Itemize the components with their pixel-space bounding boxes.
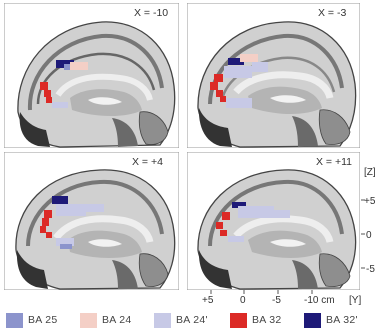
region-ba32prime xyxy=(232,202,246,208)
panel-x-plus-4: X = +4 xyxy=(4,152,179,290)
region-ba32 xyxy=(44,90,51,97)
z-tick: +5 xyxy=(364,196,376,207)
z-tick: -5 xyxy=(366,264,375,275)
legend-label: BA 24 xyxy=(102,314,132,326)
region-ba32prime xyxy=(228,58,244,65)
region-ba24 xyxy=(240,54,258,62)
region-ba25 xyxy=(60,244,72,249)
y-tick: +5 xyxy=(202,295,214,306)
region-ba32 xyxy=(216,222,223,229)
region-ba32 xyxy=(46,232,52,238)
region-ba32 xyxy=(216,90,223,97)
y-axis-label: [Y] xyxy=(349,295,361,306)
legend-item-ba32prime: BA 32' xyxy=(304,311,358,329)
region-ba32 xyxy=(222,212,230,220)
region-ba24 xyxy=(70,62,88,70)
legend-swatch xyxy=(6,312,23,328)
region-ba32 xyxy=(214,74,223,82)
region-ba24prime xyxy=(56,204,86,216)
legend-item-ba32: BA 32 xyxy=(230,311,282,329)
legend-label: BA 24' xyxy=(176,314,208,326)
region-ba25 xyxy=(64,64,74,70)
legend-label: BA 32' xyxy=(326,314,358,326)
region-ba32 xyxy=(210,82,218,90)
region-ba24prime xyxy=(274,210,290,218)
region-ba32 xyxy=(44,210,52,218)
z-axis-label: [Z] xyxy=(364,167,376,178)
y-tick: -10 cm xyxy=(304,295,335,306)
region-ba32 xyxy=(46,97,52,103)
panel-x-plus-11: X = +11 xyxy=(187,152,360,290)
region-ba24prime xyxy=(228,236,244,242)
region-ba24prime xyxy=(86,204,104,212)
z-tick: 0 xyxy=(366,230,372,241)
region-ba24prime xyxy=(252,62,268,72)
region-ba32 xyxy=(40,226,46,233)
legend-item-ba25: BA 25 xyxy=(6,311,58,329)
y-tick: -5 xyxy=(272,295,281,306)
legend-swatch xyxy=(304,312,321,328)
legend-label: BA 25 xyxy=(28,314,58,326)
region-ba32 xyxy=(220,96,226,102)
region-ba24prime xyxy=(56,238,74,246)
brain-figure: X = -10 X = -3 xyxy=(4,3,376,306)
panel-label: X = +4 xyxy=(132,156,163,168)
region-ba24prime xyxy=(224,66,252,78)
region-ba32 xyxy=(42,218,49,226)
region-ba24prime xyxy=(52,102,68,108)
panel-label: X = +11 xyxy=(316,156,352,168)
legend-label: BA 32 xyxy=(252,314,282,326)
legend-swatch xyxy=(80,312,97,328)
y-tick: 0 xyxy=(240,295,246,306)
region-ba24prime xyxy=(226,98,252,108)
panel-x-minus-10: X = -10 xyxy=(4,3,179,148)
region-ba24prime xyxy=(238,206,274,218)
legend-swatch xyxy=(230,312,247,328)
region-ba32 xyxy=(40,82,48,90)
region-ba32prime xyxy=(52,196,68,204)
region-ba32 xyxy=(220,230,227,236)
legend-swatch xyxy=(154,312,171,328)
legend: BA 25 BA 24 BA 24' BA 32 BA 32' xyxy=(6,311,380,329)
panel-x-minus-3: X = -3 xyxy=(187,3,360,148)
panel-label: X = -10 xyxy=(134,7,168,19)
legend-item-ba24: BA 24 xyxy=(80,311,132,329)
panel-label: X = -3 xyxy=(318,7,346,19)
legend-item-ba24prime: BA 24' xyxy=(154,311,208,329)
